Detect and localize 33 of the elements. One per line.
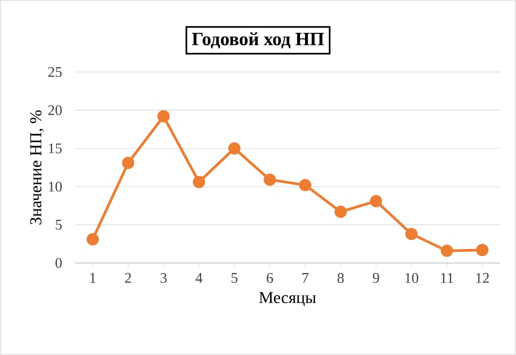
point bbox=[334, 206, 347, 218]
y-tick-label: 25 bbox=[48, 67, 62, 77]
y-axis-title: Значение НП, % bbox=[30, 110, 44, 224]
x-tick-label: 7 bbox=[302, 273, 308, 283]
point bbox=[122, 156, 134, 170]
x-tick-label: 1 bbox=[90, 273, 96, 283]
point bbox=[264, 174, 276, 186]
point bbox=[370, 194, 382, 208]
x-tick-label: 9 bbox=[372, 273, 380, 283]
x-tick-label: 11 bbox=[441, 273, 454, 283]
y-tick-label: 5 bbox=[56, 220, 62, 230]
point bbox=[299, 178, 312, 192]
x-tick-label: 3 bbox=[160, 273, 167, 283]
chart-title: Годовой ход НП bbox=[192, 32, 324, 48]
point bbox=[440, 244, 454, 257]
point bbox=[157, 110, 170, 122]
point bbox=[405, 228, 418, 240]
point bbox=[86, 233, 99, 246]
x-axis-title: Месяцы bbox=[259, 292, 316, 306]
x-tick-label: 5 bbox=[232, 273, 238, 283]
x-tick-label: 8 bbox=[338, 273, 344, 283]
y-tick-label: 0 bbox=[56, 258, 62, 268]
x-tick-label: 4 bbox=[196, 273, 202, 283]
point bbox=[476, 244, 488, 256]
x-tick-label: 6 bbox=[266, 273, 274, 283]
y-tick-label: 20 bbox=[48, 105, 62, 116]
y-tick-label: 15 bbox=[48, 143, 62, 154]
y-tick-label: 10 bbox=[48, 182, 62, 192]
point bbox=[228, 142, 241, 155]
x-tick-label: 12 bbox=[476, 273, 489, 283]
x-tick-label: 2 bbox=[125, 273, 131, 283]
x-tick-label: 10 bbox=[405, 273, 418, 283]
point bbox=[192, 176, 206, 188]
